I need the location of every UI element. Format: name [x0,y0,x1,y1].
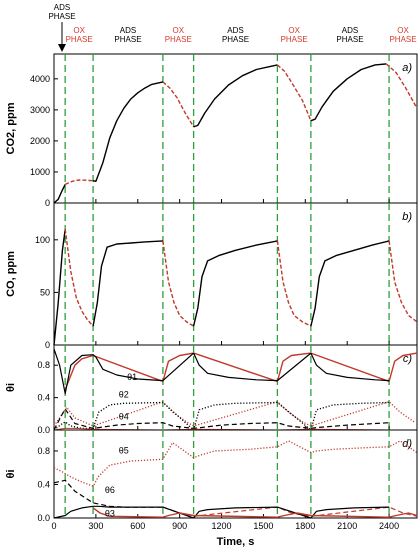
series-line [64,229,94,327]
series-line [310,63,387,122]
series-line [53,408,390,431]
plot-frame [53,53,418,204]
series-line [310,240,390,327]
ox-phase-label: OX [397,26,409,35]
series-line [53,505,390,519]
series-line [276,64,312,121]
panel-2: 0 50 100 CO, ppm b) [5,202,418,350]
arrow-head-icon [58,44,66,52]
series-line [53,479,163,508]
y-tick-label: 50 [40,287,50,297]
x-tick-label: 300 [88,521,103,531]
plot-frame [53,429,418,519]
series-line [92,240,163,327]
x-tick-label: 1500 [253,521,273,531]
phase-annotations: ADSPHASEOXPHASEADSPHASEOXPHASEADSPHASEOX… [48,3,417,52]
series-annotation: θ2 [119,390,129,400]
series-line [162,506,418,517]
panel-4: 0.0 0.4 0.8 0 300 600 900 1200 1500 1800 2100 2400 T… [5,429,418,548]
y-axis-label: θi [5,383,17,392]
y-axis-label: CO2, ppm [5,102,17,154]
y-tick-label: 100 [35,235,50,245]
ox-phase-label: PHASE [66,35,93,44]
ads-phase-label: PHASE [222,35,249,44]
y-tick-label: 0.8 [37,360,50,370]
y-tick-label: 0 [45,198,50,208]
series-line [276,240,312,327]
panel-label: c) [403,353,413,365]
series-line [388,240,418,323]
series-line [53,348,390,395]
y-tick-label: 0.0 [37,513,50,523]
x-tick-label: 2400 [379,521,399,531]
panel-label: b) [402,211,412,223]
panel-label: d) [402,438,412,450]
plot-frame [53,344,418,431]
series-line [53,229,66,346]
series-line [64,179,94,186]
x-tick-label: 600 [130,521,145,531]
ox-phase-label: PHASE [165,35,192,44]
series-annotation: θ6 [105,485,115,495]
ads-phase-label: ADS [342,26,358,35]
y-tick-label: 4000 [30,74,50,84]
series-line [192,240,278,327]
series-annotation: θ4 [119,411,129,421]
ox-phase-label: OX [172,26,184,35]
series-line [193,64,278,128]
x-axis-label: Time, s [217,536,255,548]
panel-1: 0 1000 2000 3000 4000 CO2, ppm a) [5,53,418,208]
ox-phase-label: OX [73,26,85,35]
series-line [162,81,195,128]
series-line [53,184,66,204]
series-line [92,507,418,518]
y-tick-label: 1000 [30,167,50,177]
ads-phase-label: ADS [227,26,243,35]
ads-phase-label: PHASE [336,35,363,44]
series-annotation: θ1 [127,372,137,382]
x-tick-label: 1200 [212,521,232,531]
series-line [53,401,390,431]
y-tick-label: 0.8 [37,446,50,456]
y-tick-label: 0.0 [37,425,50,435]
series-line [385,63,418,109]
panel-3: 0.0 0.4 0.8 θi c) θ1 θ2 θ4 [5,344,418,435]
ox-phase-label: OX [288,26,300,35]
plot-frame [53,202,418,346]
series-line [53,440,418,487]
x-tick-label: 900 [172,521,187,531]
series-line [53,401,415,427]
y-tick-label: 0.4 [37,479,50,489]
y-tick-label: 2000 [30,136,50,146]
x-tick-label: 2100 [337,521,357,531]
ads-phase-label: ADS [120,26,136,35]
ox-phase-label: PHASE [281,35,308,44]
y-axis-label: CO, ppm [5,251,17,297]
ads-phase-label: PHASE [48,12,75,21]
ads-phase-label: PHASE [114,35,141,44]
y-tick-label: 3000 [30,105,50,115]
series-annotation: θ5 [119,445,129,455]
y-tick-label: 0.4 [37,393,50,403]
series-annotation: θ3 [105,508,115,518]
series-line [162,240,194,327]
series-line [64,352,418,390]
series-line [92,81,164,183]
ads-phase-label: ADS [54,3,70,12]
y-axis-label: θi [5,469,17,478]
x-tick-label: 0 [51,521,56,531]
y-tick-label: 0 [45,340,50,350]
x-tick-label: 1800 [295,521,315,531]
ox-phase-label: PHASE [389,35,416,44]
panel-label: a) [402,62,412,74]
